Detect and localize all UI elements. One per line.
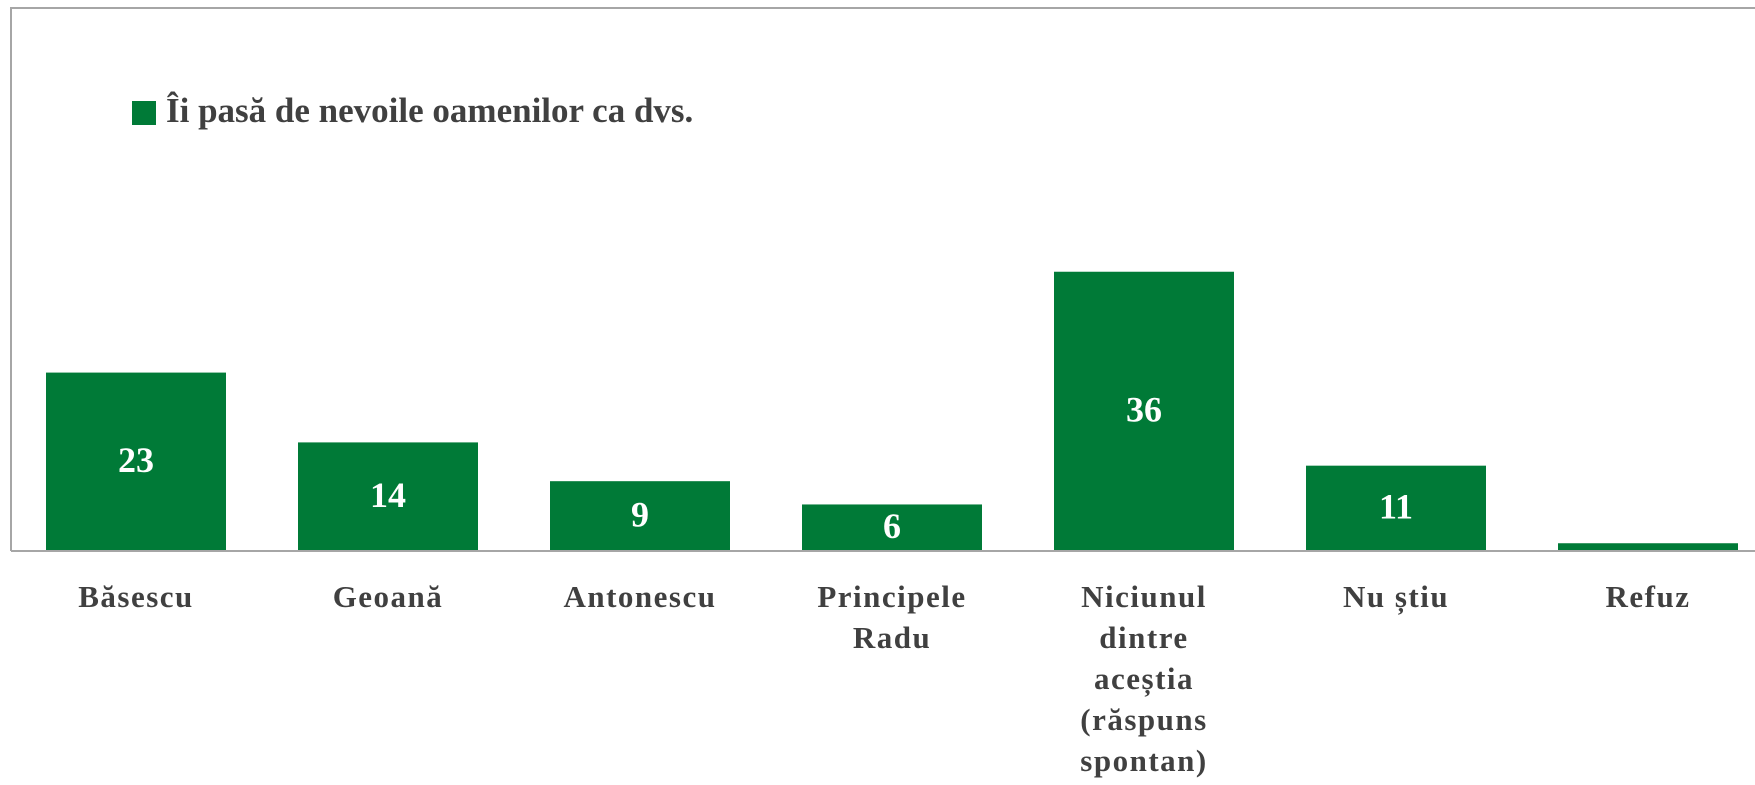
x-tick-label: Refuz — [1606, 579, 1691, 614]
data-label: 6 — [883, 506, 901, 546]
bar — [550, 481, 730, 551]
data-label: 14 — [370, 475, 406, 515]
bar — [802, 504, 982, 551]
x-tick-label: Antonescu — [563, 579, 716, 614]
legend-swatch — [132, 101, 156, 125]
bar — [46, 372, 226, 551]
legend-label: Îi pasă de nevoile oamenilor ca dvs. — [166, 90, 693, 130]
data-label: 23 — [118, 440, 154, 480]
x-tick-label: Nu știu — [1343, 579, 1449, 615]
data-label: 36 — [1126, 390, 1162, 430]
bar — [1558, 543, 1738, 551]
frame — [10, 7, 1755, 551]
data-label: 9 — [631, 494, 649, 534]
x-tick-label: Geoană — [333, 579, 444, 614]
x-tick-label: Băsescu — [78, 579, 194, 614]
x-tick-label: Principele Radu — [817, 579, 966, 655]
bar — [298, 442, 478, 551]
bar — [1306, 465, 1486, 551]
data-label: 11 — [1379, 487, 1413, 527]
bar — [1054, 271, 1234, 551]
x-tick-label: Niciunul dintre aceștia (răspuns spontan) — [1080, 579, 1207, 778]
